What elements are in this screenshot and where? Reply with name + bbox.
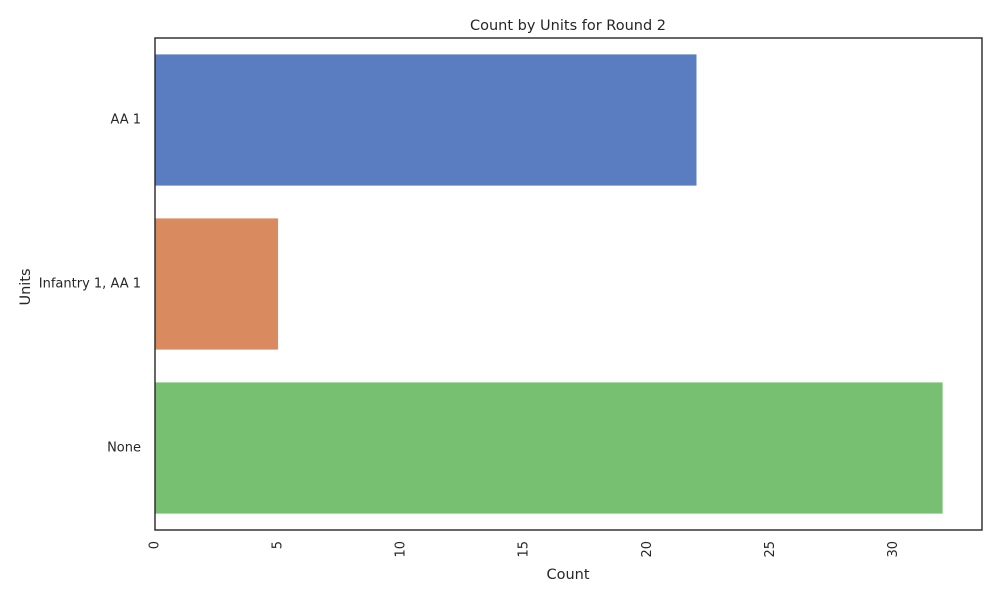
y-tick-label-1: Infantry 1, AA 1 <box>39 277 141 292</box>
bar-0 <box>155 54 697 186</box>
bar-2 <box>155 382 943 514</box>
x-tick-label-2: 10 <box>394 541 409 558</box>
x-tick-label-5: 25 <box>763 541 778 558</box>
y-tick-label-2: None <box>107 441 141 456</box>
y-tick-label-0: AA 1 <box>110 113 141 128</box>
y-axis-label: Units <box>18 268 34 305</box>
x-axis-label: Count <box>546 567 589 583</box>
x-tick-label-0: 0 <box>148 541 163 549</box>
x-tick-label-3: 15 <box>517 541 532 558</box>
bar-1 <box>155 218 279 350</box>
x-tick-label-1: 5 <box>271 541 286 549</box>
chart-title: Count by Units for Round 2 <box>470 18 666 34</box>
x-tick-label-4: 20 <box>640 541 655 558</box>
x-tick-label-6: 30 <box>886 541 901 558</box>
plot-frame <box>154 37 983 531</box>
plot-area: AA 1 Infantry 1, AA 1 None 0 5 10 15 20 25 30 <box>39 37 983 558</box>
